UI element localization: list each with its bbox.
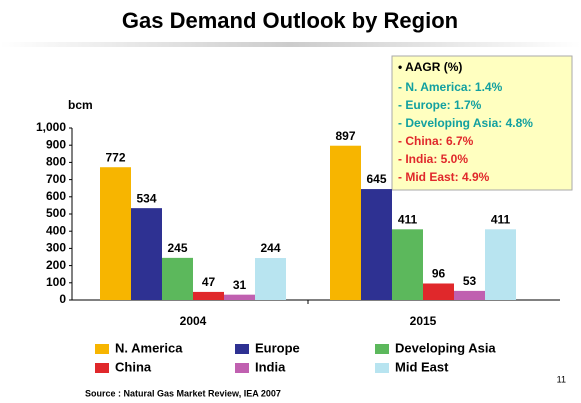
legend-label: Mid East [395,359,449,374]
bar [361,189,392,300]
y-tick-label: 300 [46,241,66,255]
y-tick-label: 900 [46,137,66,151]
bar [485,229,516,300]
title-underline [0,42,581,47]
bar [193,291,224,300]
value-label: 772 [105,150,125,164]
value-label: 645 [366,172,386,186]
legend-swatch [375,344,389,354]
legend-swatch [95,363,109,373]
bar [423,283,454,300]
legend-label: China [115,359,152,374]
annotation-item: - Mid East: 4.9% [398,170,490,184]
y-axis-label: bcm [68,98,93,112]
y-tick-label: 800 [46,155,66,169]
value-label: 47 [202,275,216,289]
annotation-item: - India: 5.0% [398,152,468,166]
bar [131,208,162,300]
y-tick-label: 200 [46,258,66,272]
y-tick-label: 100 [46,275,66,289]
annotation-item: - Europe: 1.7% [398,98,482,112]
legend-swatch [375,363,389,373]
value-label: 411 [398,212,418,226]
y-tick-label: 500 [46,206,66,220]
x-tick-label: 2004 [180,314,207,328]
legend-label: India [255,359,286,374]
legend-swatch [235,363,249,373]
value-label: 534 [136,191,156,205]
y-tick-label: 400 [46,223,66,237]
legend-label: N. America [115,340,183,355]
y-tick-label: 0 [59,292,66,306]
value-label: 245 [167,241,187,255]
bar [255,258,286,300]
annotation-item: - N. America: 1.4% [398,80,503,94]
annotation-item: - Developing Asia: 4.8% [398,116,533,130]
value-label: 53 [463,274,477,288]
y-tick-label: 1,000 [36,120,66,134]
legend-label: Developing Asia [395,340,496,355]
annotation-box [391,55,573,191]
value-label: 897 [335,129,355,143]
page-number: 11 [557,374,566,384]
bar [224,294,255,300]
x-tick-label: 2015 [410,314,437,328]
legend-label: Europe [255,340,300,355]
bar [454,290,485,300]
source: Source : Natural Gas Market Review, IEA … [85,388,281,398]
bar [100,167,131,300]
chart-title: Gas Demand Outlook by Region [122,8,458,33]
legend-swatch [95,344,109,354]
bar [162,257,193,300]
annotation-title: • AAGR (%) [398,60,462,74]
y-tick-label: 700 [46,172,66,186]
bar [392,229,423,300]
value-label: 96 [432,267,446,281]
legend-swatch [235,344,249,354]
value-label: 411 [491,212,511,226]
value-label: 31 [233,278,247,292]
y-tick-label: 600 [46,189,66,203]
bar [330,145,361,300]
value-label: 244 [260,241,280,255]
annotation-item: - China: 6.7% [398,134,474,148]
